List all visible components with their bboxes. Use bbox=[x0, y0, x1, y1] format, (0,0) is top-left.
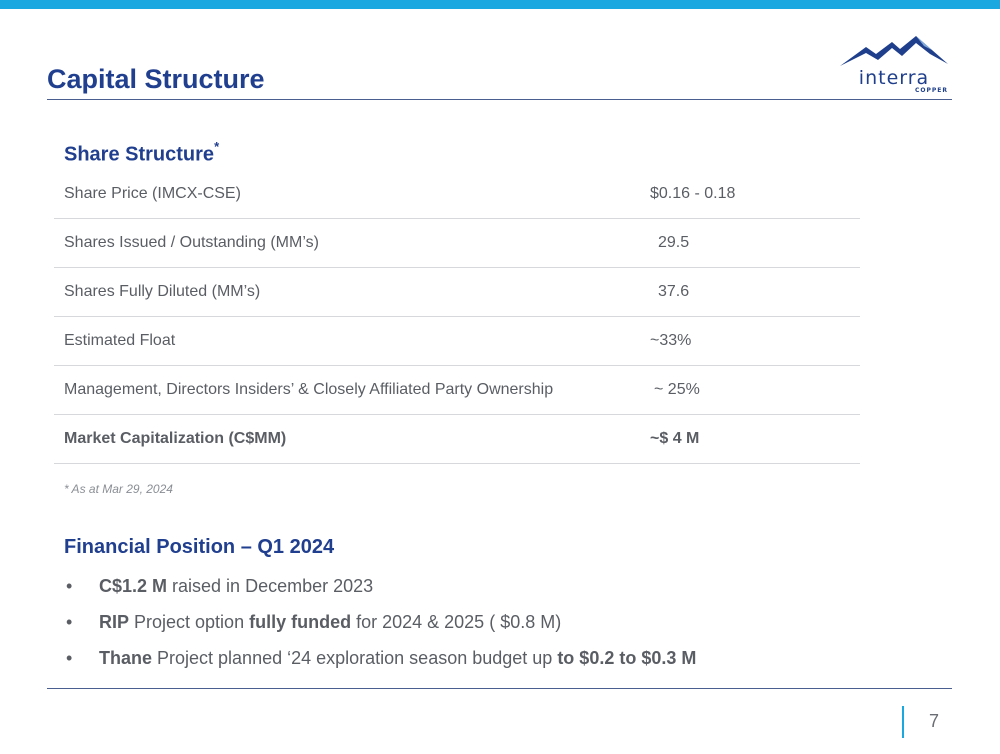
heading-asterisk: * bbox=[214, 139, 220, 154]
logo-wordmark: interra bbox=[858, 67, 930, 89]
bold-phrase: to $0.2 to $0.3 M bbox=[557, 648, 697, 668]
bold-phrase: RIP bbox=[99, 612, 130, 632]
financial-position-heading: Financial Position – Q1 2024 bbox=[64, 536, 335, 558]
logo-subtitle: COPPER bbox=[914, 87, 948, 94]
table-row: Market Capitalization (C$MM) ~$ 4 M bbox=[54, 415, 860, 464]
table-row: Share Price (IMCX-CSE) $0.16 - 0.18 bbox=[54, 170, 860, 219]
table-row: Estimated Float ~33% bbox=[54, 317, 860, 366]
table-row: Shares Fully Diluted (MM’s) 37.6 bbox=[54, 268, 860, 317]
bullet-text: Thane Project planned ‘24 exploration se… bbox=[99, 648, 696, 669]
bullet-text: C$1.2 M raised in December 2023 bbox=[99, 576, 373, 597]
mountain-logo-icon bbox=[840, 36, 948, 66]
bold-phrase: Thane bbox=[99, 648, 153, 668]
bullet-icon: • bbox=[66, 576, 73, 596]
row-value: $0.16 - 0.18 bbox=[650, 185, 736, 202]
row-label: Market Capitalization (C$MM) bbox=[64, 430, 287, 447]
bold-phrase: C$1.2 M bbox=[99, 576, 168, 596]
as-at-footnote: * As at Mar 29, 2024 bbox=[64, 482, 173, 496]
text-phrase: Project planned ‘24 exploration season b… bbox=[152, 648, 558, 668]
row-value: ~$ 4 M bbox=[650, 430, 700, 447]
share-structure-table: Share Price (IMCX-CSE) $0.16 - 0.18 Shar… bbox=[54, 170, 860, 464]
row-value: ~33% bbox=[650, 332, 692, 349]
text-phrase: Project option bbox=[129, 612, 250, 632]
row-label: Share Price (IMCX-CSE) bbox=[64, 185, 241, 202]
table-row: Shares Issued / Outstanding (MM’s) 29.5 bbox=[54, 219, 860, 268]
text-phrase: for 2024 & 2025 ( $0.8 M) bbox=[351, 612, 562, 632]
page-title: Capital Structure bbox=[47, 64, 265, 94]
top-accent-bar bbox=[0, 0, 1000, 9]
row-label: Shares Fully Diluted (MM’s) bbox=[64, 283, 261, 300]
bullet-icon: • bbox=[66, 648, 73, 668]
bold-phrase: fully funded bbox=[249, 612, 352, 632]
row-label: Shares Issued / Outstanding (MM’s) bbox=[64, 234, 319, 251]
row-value: 37.6 bbox=[658, 283, 690, 300]
row-label: Management, Directors Insiders’ & Closel… bbox=[64, 381, 554, 398]
row-value: 29.5 bbox=[658, 234, 690, 251]
bullet-icon: • bbox=[66, 612, 73, 632]
row-value: ~ 25% bbox=[654, 381, 700, 398]
share-structure-heading-text: Share Structure bbox=[64, 143, 215, 166]
table-row: Management, Directors Insiders’ & Closel… bbox=[54, 366, 860, 415]
page-number-marker bbox=[902, 706, 904, 738]
footer-divider bbox=[47, 688, 952, 689]
company-logo: interra COPPER bbox=[836, 34, 952, 94]
bullet-text: RIP Project option fully funded for 2024… bbox=[99, 612, 561, 633]
page-number: 7 bbox=[929, 711, 940, 731]
row-label: Estimated Float bbox=[64, 332, 176, 349]
title-divider bbox=[47, 99, 952, 100]
text-phrase: raised in December 2023 bbox=[167, 576, 374, 596]
share-structure-heading: Share Structure* bbox=[64, 139, 220, 167]
